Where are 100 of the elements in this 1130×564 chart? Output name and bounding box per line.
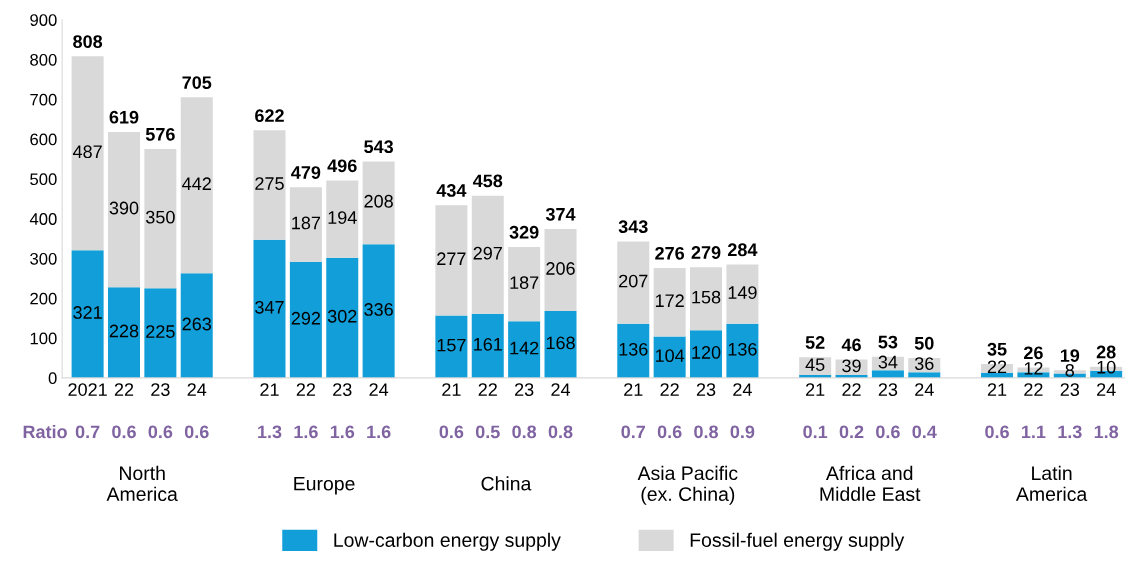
bar — [107, 287, 140, 378]
x-tick-label: 24 — [187, 383, 207, 396]
bar — [253, 130, 286, 240]
data-label: 207 — [619, 274, 648, 288]
bar — [508, 246, 541, 322]
text: Latin America — [1015, 465, 1088, 502]
text: 0.6 — [112, 425, 136, 439]
text: 0.8 — [548, 425, 573, 439]
data-label: 136 — [728, 342, 757, 356]
x-tick-label: 21 — [260, 383, 279, 396]
x-tick-label: 21 — [442, 383, 461, 396]
data-label: 142 — [510, 341, 539, 355]
bar — [617, 323, 650, 378]
total-label: 28 — [1096, 345, 1116, 359]
text: 0.8 — [512, 425, 537, 439]
text: 0.6 — [876, 425, 900, 439]
text: 0.7 — [621, 425, 646, 439]
y-tick-label: 200 — [30, 292, 57, 305]
data-label: 194 — [328, 211, 357, 224]
data-label: 22 — [987, 360, 1007, 373]
text: 0.2 — [839, 425, 864, 439]
bar — [726, 323, 759, 378]
bar — [908, 372, 941, 378]
total-label: 343 — [618, 220, 648, 234]
text: 0.6 — [985, 425, 1009, 439]
bar — [690, 330, 723, 378]
bar — [144, 288, 177, 378]
data-label: 157 — [437, 338, 466, 352]
total-label: 46 — [841, 338, 861, 352]
total-label: 619 — [109, 110, 139, 124]
x-tick-label: 21 — [624, 383, 643, 396]
bar — [253, 239, 286, 378]
x-tick-label: 22 — [660, 383, 679, 396]
total-label: 284 — [727, 243, 758, 257]
legend-label: Low-carbon energy supply — [334, 532, 561, 551]
text: 1.1 — [1022, 425, 1046, 439]
x-tick-label: 23 — [333, 383, 352, 396]
bar — [180, 273, 213, 378]
bar — [362, 161, 395, 245]
text: 1.8 — [1094, 425, 1119, 439]
bar — [508, 321, 541, 378]
bar — [326, 180, 359, 258]
y-tick-label: 300 — [30, 252, 57, 265]
total-label: 276 — [655, 246, 685, 260]
total-label: 808 — [73, 35, 103, 49]
text: 1.3 — [1058, 425, 1082, 439]
bar — [180, 97, 213, 274]
y-tick-label: 400 — [29, 213, 57, 225]
bar — [71, 56, 104, 251]
text: 1.3 — [258, 425, 282, 439]
total-label: 434 — [436, 184, 467, 197]
total-label: 26 — [1023, 346, 1043, 360]
bar — [617, 241, 650, 324]
y-tick-label: 700 — [30, 93, 57, 106]
data-label: 347 — [255, 300, 284, 314]
text: 0.7 — [75, 425, 100, 439]
data-label: 161 — [474, 337, 502, 351]
y-tick-label: 100 — [30, 332, 57, 345]
total-label: 329 — [509, 225, 539, 239]
x-tick-label: 23 — [515, 383, 534, 396]
text: Asia Pacific (ex. China) — [637, 465, 738, 505]
text: 0.6 — [439, 425, 464, 439]
bar — [107, 131, 140, 288]
total-label: 53 — [878, 335, 898, 349]
text: 0.5 — [475, 425, 500, 439]
data-label: 263 — [182, 317, 212, 331]
bar — [71, 250, 104, 378]
data-label: 297 — [473, 246, 502, 260]
total-label: 458 — [472, 174, 503, 188]
bar — [435, 315, 468, 378]
total-label: 622 — [255, 109, 284, 123]
text: 0.9 — [730, 425, 755, 439]
bar — [362, 244, 395, 378]
data-label: 39 — [842, 359, 861, 373]
total-label: 479 — [291, 166, 321, 179]
data-label: 8 — [1065, 363, 1075, 377]
y-tick-label: 600 — [30, 133, 57, 146]
x-tick-label: 22 — [114, 383, 134, 396]
x-tick-label: 24 — [369, 383, 389, 396]
x-tick-label: 2021 — [68, 383, 107, 396]
total-label: 52 — [805, 336, 825, 349]
bar — [289, 187, 322, 262]
total-label: 374 — [545, 207, 576, 221]
x-tick-label: 21 — [806, 383, 825, 396]
data-label: 12 — [1024, 361, 1043, 375]
total-label: 279 — [691, 246, 721, 259]
data-label: 45 — [805, 358, 825, 371]
x-tick-label: 22 — [296, 383, 316, 396]
x-tick-label: 23 — [1060, 383, 1080, 396]
bar — [690, 267, 723, 331]
x-tick-label: 22 — [1024, 383, 1043, 396]
data-label: 275 — [255, 177, 284, 190]
bar — [471, 313, 504, 378]
bar — [435, 205, 468, 316]
total-label: 496 — [327, 159, 357, 173]
data-label: 442 — [182, 177, 211, 190]
total-label: 543 — [364, 140, 394, 154]
total-label: 19 — [1060, 349, 1080, 362]
data-label: 10 — [1097, 360, 1116, 374]
x-tick-label: 23 — [151, 383, 170, 396]
